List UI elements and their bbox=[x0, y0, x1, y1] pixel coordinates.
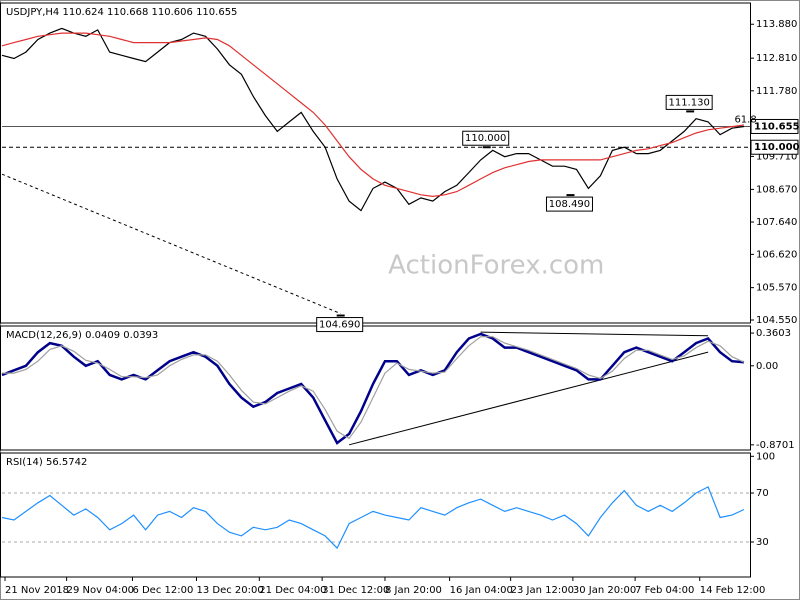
y-tick-label: 0.3603 bbox=[756, 328, 791, 339]
rsi-panel bbox=[0, 452, 751, 578]
y-tick-label: 112.810 bbox=[756, 53, 797, 64]
annotation-box bbox=[462, 130, 510, 146]
series-line bbox=[1, 486, 745, 550]
x-tick-label: 21 Dec 04:00 bbox=[259, 585, 326, 596]
annotation-label: 110.000 bbox=[465, 133, 506, 144]
series-line bbox=[1, 27, 745, 212]
series-line bbox=[1, 332, 745, 445]
y-tick-label: -0.8701 bbox=[756, 440, 795, 451]
annotation-label: 111.130 bbox=[668, 97, 709, 108]
series-line bbox=[2, 336, 745, 440]
x-tick-label: 30 Jan 20:00 bbox=[573, 585, 636, 596]
panel-title: RSI(14) 56.5742 bbox=[6, 457, 87, 468]
y-tick-label: 111.780 bbox=[756, 86, 797, 97]
trend-line bbox=[1, 173, 341, 315]
fib-label: 61.8 bbox=[734, 114, 756, 125]
y-tick-label: 106.620 bbox=[756, 249, 797, 260]
y-tick-label: 100 bbox=[756, 451, 775, 462]
y-tick-label: 108.670 bbox=[756, 184, 797, 195]
y-tick-label: 113.880 bbox=[756, 19, 797, 30]
price-label-box bbox=[750, 118, 799, 134]
annotation-box bbox=[665, 94, 713, 110]
price-panel bbox=[0, 2, 751, 324]
x-tick-label: 23 Jan 12:00 bbox=[511, 585, 574, 596]
x-tick-label: 31 Dec 12:00 bbox=[322, 585, 389, 596]
x-tick-label: 13 Dec 20:00 bbox=[196, 585, 263, 596]
x-tick-label: 16 Jan 04:00 bbox=[450, 585, 513, 596]
macd-panel bbox=[0, 325, 751, 451]
panel-title: USDJPY,H4 110.624 110.668 110.606 110.65… bbox=[6, 7, 237, 18]
y-tick-label: 0.00 bbox=[756, 361, 778, 372]
series-line bbox=[1, 32, 745, 198]
watermark: ActionForex.com bbox=[388, 251, 604, 281]
annotation-box bbox=[545, 196, 593, 212]
annotation-label: 104.690 bbox=[319, 320, 360, 331]
trend-line bbox=[348, 351, 709, 446]
y-tick-label: 107.640 bbox=[756, 217, 797, 228]
trend-line bbox=[480, 331, 709, 337]
price-label: 110.000 bbox=[754, 142, 800, 153]
y-tick-label: 109.710 bbox=[756, 151, 797, 162]
y-tick-label: 30 bbox=[756, 537, 769, 548]
annotation-box bbox=[316, 317, 364, 333]
price-label-box bbox=[750, 139, 799, 155]
x-tick-label: 21 Nov 2018 bbox=[5, 585, 69, 596]
annotation-label: 108.490 bbox=[549, 199, 590, 210]
y-tick-label: 104.550 bbox=[756, 315, 797, 326]
panel-title: MACD(12,26,9) 0.0409 0.0393 bbox=[6, 330, 158, 341]
x-tick-label: 8 Jan 20:00 bbox=[385, 585, 442, 596]
x-tick-label: 6 Dec 12:00 bbox=[132, 585, 193, 596]
y-tick-label: 70 bbox=[756, 488, 769, 499]
y-tick-label: 105.570 bbox=[756, 283, 797, 294]
x-tick-label: 14 Feb 12:00 bbox=[700, 585, 766, 596]
x-tick-label: 29 Nov 04:00 bbox=[67, 585, 134, 596]
price-label: 110.655 bbox=[754, 121, 800, 132]
x-tick-label: 7 Feb 04:00 bbox=[635, 585, 694, 596]
